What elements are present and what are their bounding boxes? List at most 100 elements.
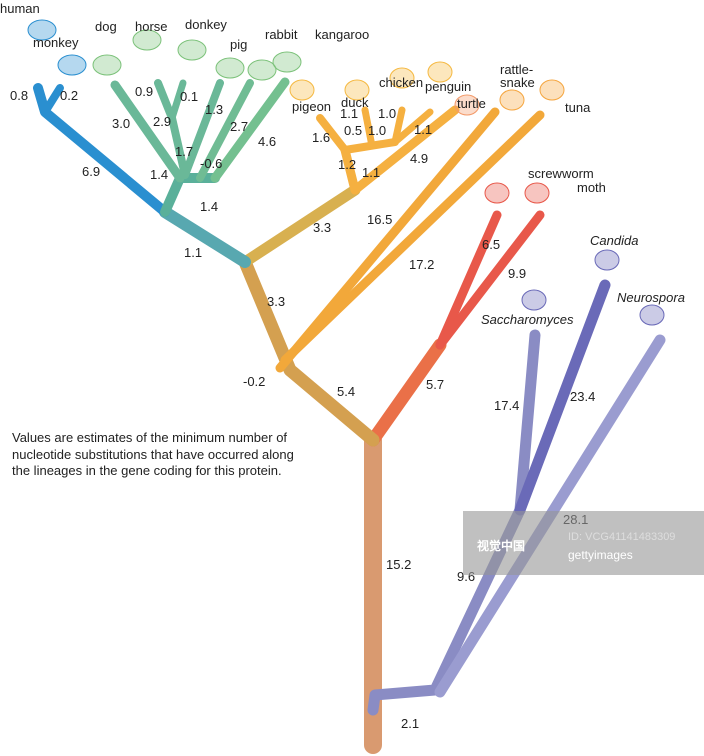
branch-value: 3.3 xyxy=(313,220,332,235)
pigeon-icon xyxy=(289,79,315,101)
branch-value: 17.2 xyxy=(409,257,435,272)
species-label: rabbit xyxy=(265,27,298,42)
species-label: monkey xyxy=(33,35,79,50)
branch-value: 1.1 xyxy=(340,106,359,121)
screwworm-branch xyxy=(435,210,502,350)
figure-note: Values are estimates of the minimum numb… xyxy=(12,430,294,478)
candida-icon xyxy=(594,249,620,271)
pigeon-branch xyxy=(316,114,349,154)
human-branch xyxy=(33,83,170,217)
branch-value: 15.2 xyxy=(386,557,412,572)
species-label: human xyxy=(0,1,40,16)
branch-value: 5.7 xyxy=(426,377,445,392)
horse-icon xyxy=(132,29,162,51)
species-label: horse xyxy=(135,19,168,34)
turtle-icon xyxy=(454,94,480,116)
branch-value: 1.7 xyxy=(175,144,194,159)
kangaroo-branch xyxy=(210,77,290,183)
species-label: duck xyxy=(341,95,369,110)
branch-value: 6.9 xyxy=(82,164,101,179)
species-label: Candida xyxy=(590,233,639,248)
watermark-id: ID: VCG41141483309 xyxy=(568,531,676,543)
branch-value: 2.7 xyxy=(230,119,249,134)
species-label: dog xyxy=(95,19,117,34)
species-label: Neurospora xyxy=(617,290,685,305)
monkey-icon xyxy=(57,54,87,76)
branch-value: 17.4 xyxy=(494,398,520,413)
branch-value: 1.0 xyxy=(368,123,387,138)
species-label: penguin xyxy=(425,79,472,94)
branch-value: 1.6 xyxy=(312,130,331,145)
screwworm-icon xyxy=(484,182,510,204)
branch-value: 1.4 xyxy=(200,199,219,214)
donkey-icon xyxy=(177,39,207,61)
tuna-branch xyxy=(280,110,545,365)
dog-branch xyxy=(110,80,185,183)
species-label: donkey xyxy=(185,17,227,32)
species-label: tuna xyxy=(565,100,591,115)
species-label: pig xyxy=(230,37,248,52)
branch-value: 0.1 xyxy=(180,89,199,104)
branch-value: -0.6 xyxy=(200,156,223,171)
watermark: 视觉中国 ID: VCG41141483309 gettyimages xyxy=(463,511,704,575)
species-label: kangaroo xyxy=(315,27,370,42)
branch-value: 0.8 xyxy=(10,88,29,103)
neurospora-icon xyxy=(639,304,665,326)
watermark-cn: 视觉中国 xyxy=(477,539,526,553)
saccharomyces-icon xyxy=(521,289,547,311)
bird-reptile-stem xyxy=(239,184,361,268)
branch-value: 2.9 xyxy=(153,114,172,129)
species-label: moth xyxy=(577,180,606,195)
branch-value: 5.4 xyxy=(337,384,356,399)
chicken-icon xyxy=(389,67,415,89)
species-label: pigeon xyxy=(292,99,332,114)
dog-icon xyxy=(92,54,122,76)
penguin-branch xyxy=(391,108,434,146)
branch-value: 2.1 xyxy=(401,716,420,731)
rabbit-branch xyxy=(196,79,254,182)
tuna-icon xyxy=(539,79,565,101)
branch-value: 1.0 xyxy=(378,106,397,121)
branch-value: 4.6 xyxy=(258,134,277,149)
duck-icon xyxy=(344,79,370,101)
turtle-branch xyxy=(350,105,460,195)
species-label: rattle- snake xyxy=(500,62,535,90)
branch-value: -0.2 xyxy=(243,374,266,389)
branch-value: 1.1 xyxy=(414,122,433,137)
pig-branch xyxy=(181,79,224,179)
branch-value: 23.4 xyxy=(570,389,596,404)
candida-branch xyxy=(514,279,611,516)
branch-value: 4.9 xyxy=(410,151,429,166)
species-label: chicken xyxy=(379,75,424,90)
species-label: turtle xyxy=(457,96,486,111)
species-label: Saccharomyces xyxy=(481,312,574,327)
branch-value: 1.1 xyxy=(362,165,381,180)
branch-value: 1.4 xyxy=(150,167,169,182)
branch-value: 9.9 xyxy=(508,266,527,281)
rabbit-icon xyxy=(247,59,277,81)
branch-value: 16.5 xyxy=(367,212,393,227)
rattlesnake-branch xyxy=(275,107,500,373)
branch-value: 6.5 xyxy=(482,237,501,252)
branch-value: 1.2 xyxy=(338,157,357,172)
human-icon xyxy=(27,19,57,41)
watermark-brand: gettyimages xyxy=(568,548,633,562)
moth-icon xyxy=(524,182,550,204)
branch-value: 3.3 xyxy=(267,294,286,309)
vertebrate-stem xyxy=(238,255,380,447)
insect-stem xyxy=(366,338,447,447)
branch-value: 0.5 xyxy=(344,123,363,138)
donkey-branch xyxy=(168,79,187,122)
penguin-icon xyxy=(427,61,453,83)
branch-value: 0.2 xyxy=(60,88,79,103)
mammal-stem xyxy=(159,206,251,268)
bird-stem xyxy=(340,145,360,195)
kangaroo-icon xyxy=(272,51,302,73)
branch-value: 0.9 xyxy=(135,84,154,99)
monkey-branch xyxy=(41,84,64,116)
rattlesnake-icon xyxy=(499,89,525,111)
branch-value: 1.1 xyxy=(184,245,203,260)
species-label: screwworm xyxy=(528,166,594,181)
